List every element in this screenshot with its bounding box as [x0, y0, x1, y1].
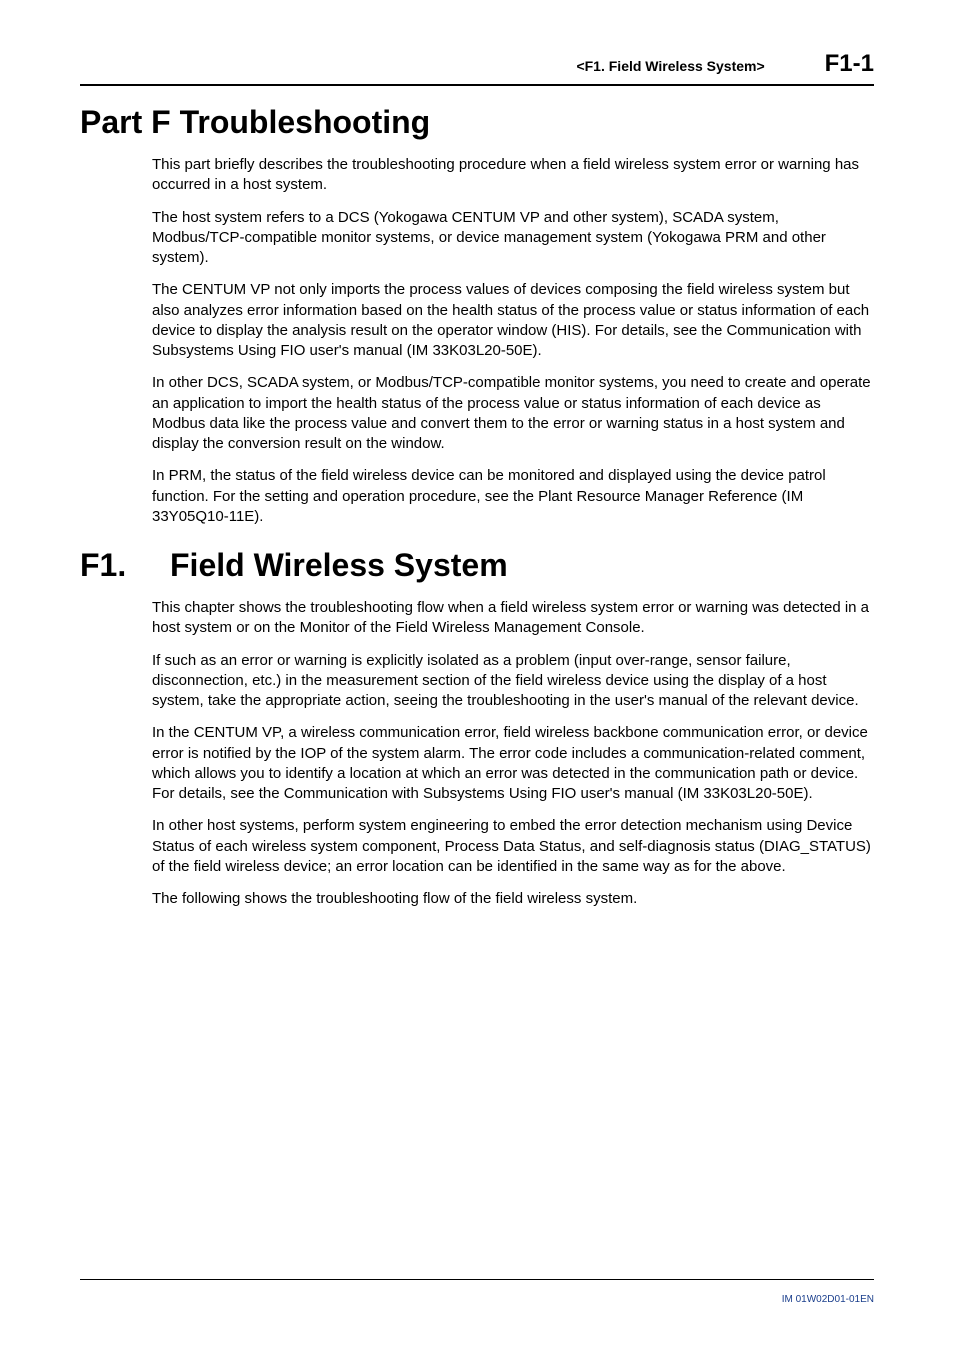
chapter-number: F1. [80, 547, 170, 584]
chapter-title: Field Wireless System [170, 547, 508, 584]
part-title: Part F Troubleshooting [80, 104, 874, 141]
body-paragraph: In the CENTUM VP, a wireless communicati… [152, 723, 874, 804]
header-page-number: F1-1 [825, 50, 874, 78]
body-paragraph: The following shows the troubleshooting … [152, 889, 874, 909]
body-paragraph: This part briefly describes the troubles… [152, 155, 874, 196]
page-header: <F1. Field Wireless System> F1-1 [80, 50, 874, 86]
document-page: <F1. Field Wireless System> F1-1 Part F … [0, 0, 954, 1350]
header-section-label: <F1. Field Wireless System> [576, 58, 764, 74]
body-paragraph: In other DCS, SCADA system, or Modbus/TC… [152, 373, 874, 454]
body-paragraph: The CENTUM VP not only imports the proce… [152, 280, 874, 361]
body-paragraph: In PRM, the status of the field wireless… [152, 466, 874, 527]
chapter-heading: F1. Field Wireless System [80, 547, 874, 584]
body-paragraph: The host system refers to a DCS (Yokogaw… [152, 208, 874, 269]
body-paragraph: If such as an error or warning is explic… [152, 651, 874, 712]
footer-rule [80, 1279, 874, 1280]
body-paragraph: In other host systems, perform system en… [152, 816, 874, 877]
footer-doc-id: IM 01W02D01-01EN [782, 1294, 874, 1305]
body-paragraph: This chapter shows the troubleshooting f… [152, 598, 874, 639]
